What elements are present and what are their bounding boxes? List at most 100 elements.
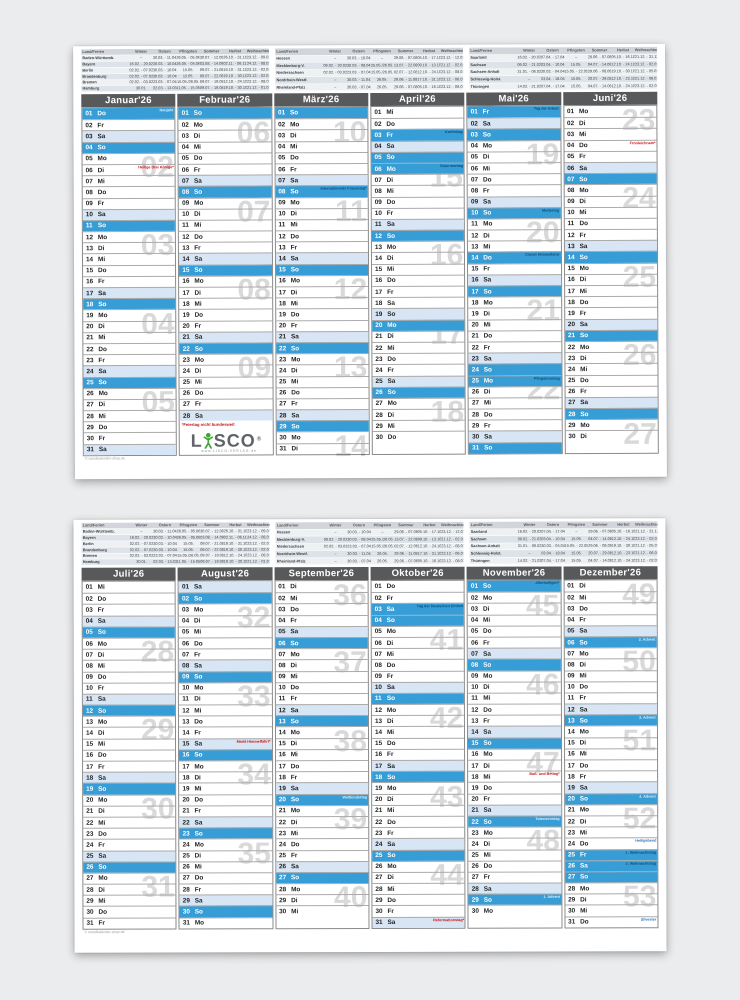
day-cell: 13 Fr [179,241,272,254]
day-number: 30 [182,908,190,916]
weekday-label: So [194,751,203,759]
day-cell: 11 Mi [468,692,561,704]
day-number: 22 [182,819,190,827]
day-number: 15 [567,739,575,747]
day-cell: 27 So [276,871,369,884]
ferien-cell: Schleswig-Holst. [470,77,502,82]
day-cell: 24 Mi [565,363,658,375]
weekday-label: So [291,344,300,352]
day-cell: 30 So [179,905,273,918]
day-number: 08 [374,661,382,669]
holiday-note: Buß- und Bettag* [529,772,560,777]
day-cell: 14 So [564,251,657,263]
day-cell: 17 Mi [564,284,658,297]
ferien-cell: 23.12. - 02.01. [635,536,658,542]
day-number: 28 [279,412,287,420]
months-grid: Juli'26 28 29 30 31 01 Mi 02 Do 03 Fr 04 Sa 05 So 06 Mo 0… [81,566,659,931]
day-number: 19 [375,310,383,318]
day-cell: 30 Fr [372,905,465,917]
ferien-cell: 09.10. - 13.10. [417,63,441,68]
day-number: 07 [567,650,575,658]
ferien-cell: – [140,55,143,61]
day-number: 22 [279,344,287,352]
day-number: 28 [86,412,94,420]
ferien-cell: 14.02. - 21.02. [517,84,541,89]
day-cell: 10 Mi [564,206,657,219]
ferien-cell: 30.03. - 04.04. [540,69,565,75]
weekday-label: Sa [290,785,299,793]
day-cell: 26 Do [468,860,561,872]
day-cell: 26 So [372,386,465,398]
day-cell: 29 Di [276,894,369,906]
day-number: 11 [182,695,190,703]
ferien-header-cell: Land/Ferien [470,48,493,54]
ferien-cell: 03.08. - 14.09. [199,61,224,66]
weekday-label: Mi [290,673,298,681]
day-cell: 06 Di Heilige Drei Könige* [82,163,175,176]
month-body: 45 46 47 48 01 So Allerheiligen* 02 Mo 03 Di 04 Mi 05… [466,579,563,930]
ferien-table-inner: Land/Ferien Winter Ostern Pfingsten Sommer He… [81,48,270,93]
day-number: 29 [568,421,576,429]
day-cell: 21 Mi [83,331,176,344]
month-header: Dezember'26 [563,566,658,580]
day-number: 23 [471,829,479,837]
day-number: 15 [374,740,383,748]
ferien-cell: 19.10. - 30.10. [611,69,635,74]
ferien-cell: – [334,559,337,564]
day-number: 29 [86,897,94,905]
day-cell: 23 Do [372,352,465,365]
ferien-cell: 02.02. - 07.02. [129,541,154,546]
day-cell: 30 Do [372,431,466,443]
weekday-label: Di [579,276,587,284]
day-cell: 10 Do [275,681,368,694]
day-number: 01 [181,109,189,117]
day-number: 06 [278,639,286,647]
day-cell: 22 Do [372,815,465,828]
weekday-label: Fr [193,166,201,174]
weekday-label: Fr [386,210,394,218]
weekday-label: So [290,639,299,647]
day-cell: 27 Fr [468,871,562,883]
ferien-cell: 16.02. - 20.02. [129,535,154,540]
ferien-cell: 12.10. - 24.10. [611,83,635,89]
weekday-label: Mo [98,390,108,398]
weekday-label: So [579,795,588,803]
day-cell: 08 Di [564,658,657,670]
day-number: 13 [182,244,190,252]
ferien-data-row: Rheinland-Pfalz – 30.03. - 07.04. 26.05. 29.… [275,557,464,566]
day-number: 09 [567,672,575,680]
day-cell: 02 Di [564,116,657,129]
day-cell: 08 So [178,185,272,198]
ferien-cell: 29.06. - 07.08. [393,56,418,61]
weekday-label: Di [194,695,201,703]
holiday-note: Allerheiligen* [535,580,560,586]
day-cell: 28 Di [372,408,466,421]
weekday-label: Fr [579,231,586,239]
day-cell: 23 Sa [468,352,562,364]
ferien-cell: 12.10. - 24.10. [223,553,248,559]
day-cell: 08 Sa [179,659,272,671]
day-cell: 03 Do [564,602,657,615]
ferien-cell: 19.10. - 30.10. [223,547,248,552]
day-cell: 22 Mi [372,341,465,354]
school-holiday-table: Land/Ferien Winter Ostern Pfingsten Sommer He… [275,521,464,566]
ferien-header-cell: Pfingsten [373,523,392,528]
weekday-label: Mo [98,875,108,883]
day-number: 03 [278,132,286,140]
ferien-cell: 13.07. - 22.08. [394,537,418,542]
day-number: 19 [182,311,190,319]
weekday-label: Sa [194,740,203,748]
ferien-cell: 16.02. - 20.02. [517,529,542,535]
weekday-label: Mi [579,287,587,295]
day-number: 21 [86,808,94,816]
day-number: 29 [472,422,480,430]
ferien-cell: 23.12. - 09.01. [246,55,270,60]
day-cell: 28 Mi [372,882,465,895]
day-cell: 06 Mo Ostermontag [371,162,464,175]
weekday-label: Mi [483,695,491,703]
day-cell: 30 Mo [468,904,562,917]
day-cell: 16 Mo [179,275,272,287]
weekday-label: Fr [580,388,587,396]
ferien-cell: 02.02. - 03.02. [323,544,348,550]
ferien-cell: 19.10. - 31.10. [223,67,247,72]
